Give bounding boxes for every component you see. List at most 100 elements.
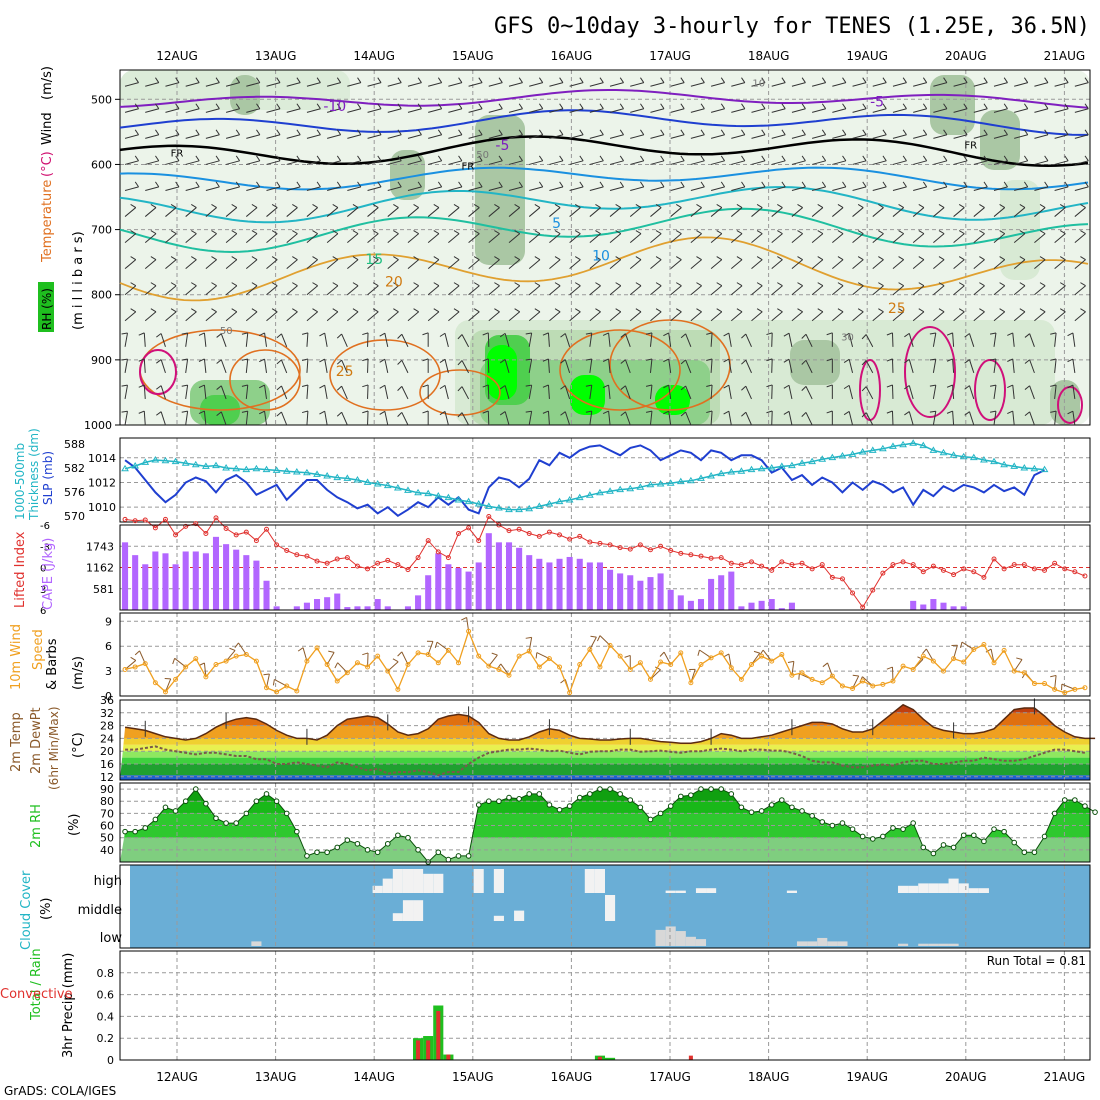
wind-barb — [286, 259, 298, 270]
wind-barb-flag — [175, 77, 180, 83]
wind-barb-flag — [798, 673, 800, 680]
wind-barb-flag — [585, 332, 592, 335]
wind-barb — [690, 233, 702, 243]
wind-barb-flag — [155, 103, 160, 109]
wind-barb — [1013, 311, 1026, 322]
wind-barb-flag — [696, 256, 702, 261]
wind-barb-flag — [761, 155, 766, 162]
wind-barb-flag — [393, 230, 399, 235]
li-marker — [253, 538, 259, 544]
wind-barb-flag — [781, 155, 786, 162]
li-marker — [880, 570, 886, 576]
wind-barb-flag — [357, 181, 362, 188]
wind-barb — [811, 233, 824, 243]
wind-barb — [461, 360, 470, 374]
wind-barb-flag — [1044, 155, 1049, 162]
wind-barb-flag — [181, 410, 188, 413]
wind-barb — [529, 186, 543, 191]
wind-barb-flag — [437, 77, 443, 83]
wind-barb-flag — [963, 155, 968, 162]
wind-barb-flag — [130, 308, 137, 313]
wind-barb-flag — [518, 129, 523, 136]
wind-barb — [185, 259, 197, 270]
wind-barb-flag — [272, 679, 275, 686]
ylabel-minmax: (6hr Min/Max) — [47, 707, 61, 791]
wind-barb-flag — [514, 282, 520, 287]
wind-barb-flag — [258, 410, 265, 415]
wind-barb-flag — [231, 230, 238, 235]
wind-barb-flag — [1067, 332, 1074, 337]
wind-barb-flag — [741, 359, 747, 365]
wind-barb-flag — [379, 410, 386, 415]
wind-barb — [160, 359, 166, 374]
wind-barb-flag — [560, 385, 566, 390]
wind-barb — [569, 108, 584, 113]
wind-barb — [1029, 359, 1035, 374]
wind-barb-flag — [130, 204, 137, 208]
wind-barb — [608, 332, 611, 347]
wind-barb — [589, 411, 593, 426]
wind-barb-flag — [1024, 411, 1030, 416]
wind-barb — [245, 207, 258, 217]
rh-marker — [718, 786, 724, 792]
wind-barb — [973, 82, 988, 87]
li-marker — [708, 555, 714, 561]
wind-barb — [728, 332, 732, 347]
wind-barb — [668, 385, 672, 400]
rh-marker — [273, 798, 280, 805]
wind-barb — [427, 259, 440, 270]
wind-barb — [933, 259, 945, 270]
wind-barb-flag — [251, 256, 258, 261]
temperature-contour — [119, 89, 1089, 109]
thickness-marker — [727, 468, 736, 475]
wind-barb — [327, 160, 341, 165]
wind-barb-flag — [235, 181, 241, 188]
wind-barb — [205, 285, 217, 296]
wind-barb — [609, 108, 624, 113]
wind-barb — [124, 186, 139, 191]
wind-barb — [670, 311, 682, 322]
wind-barb-flag — [377, 181, 382, 188]
wind-barb — [872, 259, 884, 270]
wind-barb-flag — [525, 636, 532, 639]
wind-barb — [973, 134, 988, 139]
thickness-marker — [858, 448, 867, 455]
wind-barb — [341, 412, 348, 426]
wind-barb — [629, 285, 642, 296]
li-marker — [213, 515, 219, 521]
wind-barb-flag — [498, 129, 503, 136]
wind-barb-flag — [1084, 129, 1089, 136]
wind-speed-marker — [162, 689, 168, 695]
wind-barb — [488, 259, 500, 270]
wind-barb — [1034, 259, 1046, 270]
wind-barb-flag — [797, 256, 803, 261]
wind-barb-flag — [316, 155, 321, 162]
wind-barb-flag — [377, 129, 382, 136]
wind-barb — [225, 186, 240, 191]
wind-barb — [564, 333, 571, 347]
li-marker — [365, 566, 371, 572]
wind-barb-flag — [680, 181, 685, 188]
wind-barb — [528, 311, 541, 322]
wind-barb-flag — [251, 282, 258, 287]
wind-barb — [933, 134, 948, 139]
wind-barb-flag — [276, 333, 282, 339]
wind-barb-flag — [461, 616, 467, 621]
wind-barb — [306, 311, 318, 322]
wind-barb-flag — [595, 308, 601, 313]
wind-barb-flag — [817, 256, 824, 261]
thickness-marker — [444, 493, 453, 501]
rh-tick-label: 90 — [100, 783, 114, 796]
cape-bar — [202, 553, 209, 610]
wind-barb — [124, 311, 137, 322]
temp-tick-label: 36 — [100, 694, 114, 707]
wind-barb-flag — [706, 410, 713, 414]
wind-barb — [812, 134, 826, 139]
rh-marker — [182, 798, 189, 805]
wind-barb — [690, 186, 705, 191]
cape-bar — [728, 571, 735, 610]
wind-barb — [165, 311, 177, 322]
wind-barb-flag — [191, 204, 197, 208]
wind-barb-flag — [229, 647, 236, 651]
wind-barb-flag — [362, 652, 369, 656]
